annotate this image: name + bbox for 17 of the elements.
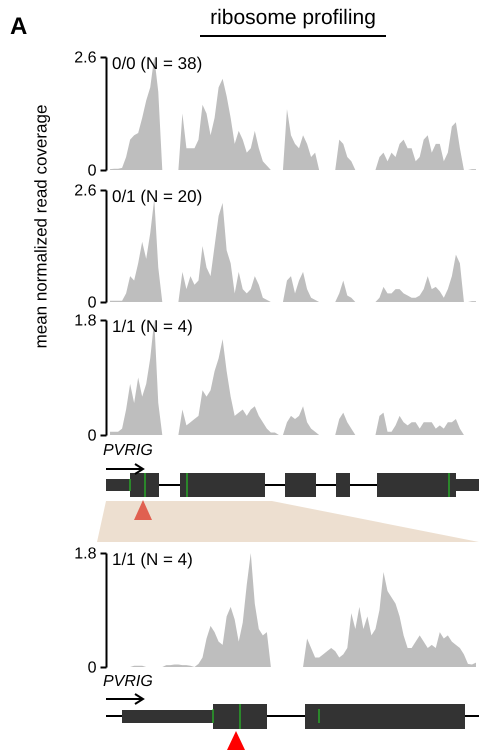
chart-subtitle: 0/1 (N = 20) — [112, 187, 202, 207]
y-tick-label: 0 — [88, 660, 97, 676]
y-tick-label: 0 — [88, 294, 97, 312]
y-tick-label: 0 — [88, 428, 97, 444]
y-tick-label: 1.8 — [74, 312, 97, 330]
text: PVRIG — [103, 442, 153, 460]
chart-subtitle: 1/1 (N = 4) — [112, 317, 193, 337]
y-tick-label: 2.6 — [74, 182, 97, 200]
text: A — [10, 13, 28, 40]
chart-subtitle: 1/1 (N = 4) — [112, 550, 193, 570]
y-axis-title: mean normalized read coverage — [31, 104, 50, 348]
y-tick-label: 1.8 — [74, 546, 97, 562]
chart-title: ribosome profiling — [200, 5, 386, 37]
y-tick-label: 2.6 — [74, 50, 97, 66]
text: PVRIG — [103, 673, 153, 691]
y-tick-label: 0 — [88, 162, 97, 180]
chart-subtitle: 0/0 (N = 38) — [112, 54, 202, 74]
